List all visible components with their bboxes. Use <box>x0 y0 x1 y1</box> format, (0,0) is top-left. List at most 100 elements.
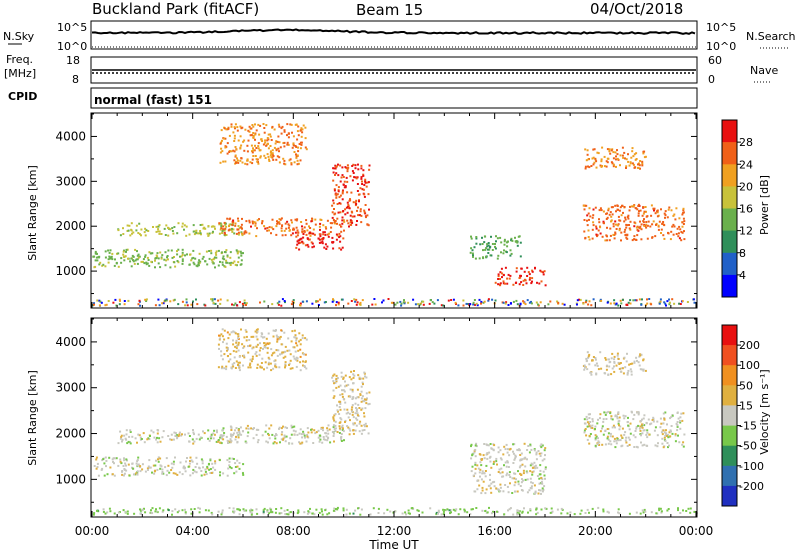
echo-cell <box>342 219 345 222</box>
echo-cell <box>278 221 281 224</box>
echo-cell <box>268 160 271 162</box>
echo-cell <box>494 247 497 250</box>
echo-cell <box>653 429 656 432</box>
echo-cell <box>239 135 242 138</box>
echo-cell <box>504 484 507 486</box>
echo-cell <box>202 227 205 230</box>
echo-cell <box>254 222 257 225</box>
echo-cell <box>257 439 260 441</box>
echo-cell <box>541 487 544 490</box>
echo-cell <box>94 252 97 255</box>
echo-cell <box>224 223 227 226</box>
echo-cell <box>538 482 541 485</box>
echo-cell <box>211 231 214 234</box>
echo-cell <box>266 366 269 369</box>
echo-cell <box>104 304 107 307</box>
echo-cell <box>349 388 352 391</box>
echo-cell <box>136 254 139 257</box>
echo-cell <box>635 425 638 428</box>
echo-cell <box>207 225 210 228</box>
echo-cell <box>335 233 338 236</box>
echo-cell <box>331 211 334 214</box>
echo-cell <box>627 436 630 439</box>
echo-cell <box>509 507 512 510</box>
echo-cell <box>611 148 614 151</box>
echo-cell <box>579 512 582 515</box>
echo-cell <box>305 300 308 303</box>
echo-cell <box>363 425 366 428</box>
echo-cell <box>196 303 199 306</box>
echo-cell <box>576 299 579 302</box>
echo-cell <box>270 424 273 427</box>
echo-cell <box>616 205 619 207</box>
echo-cell <box>266 510 269 513</box>
nsky-tick-top: 10^5 <box>57 21 87 34</box>
echo-cell <box>648 433 651 436</box>
echo-cell <box>272 367 275 370</box>
echo-cell <box>612 163 615 166</box>
echo-cell <box>483 443 486 445</box>
echo-cell <box>238 432 241 435</box>
echo-cell <box>238 301 241 304</box>
echo-cell <box>360 214 363 217</box>
echo-cell <box>266 139 269 142</box>
echo-cell <box>601 146 604 149</box>
echo-cell <box>294 430 297 433</box>
echo-cell <box>619 164 621 167</box>
echo-cell <box>336 508 339 511</box>
echo-cell <box>167 509 170 512</box>
echo-cell <box>640 238 643 241</box>
echo-cell <box>283 145 286 148</box>
echo-cell <box>320 427 323 430</box>
echo-cell <box>588 442 591 445</box>
echo-cell <box>306 229 309 232</box>
echo-cell <box>354 429 357 432</box>
echo-cell <box>232 507 235 510</box>
echo-cell <box>457 513 460 516</box>
echo-cell <box>591 507 594 510</box>
echo-cell <box>155 230 158 233</box>
echo-cell <box>125 464 127 467</box>
echo-cell <box>319 298 321 301</box>
echo-cell <box>352 429 355 432</box>
echo-cell <box>290 303 293 306</box>
echo-cell <box>591 418 594 421</box>
echo-cell <box>112 460 114 463</box>
echo-cell <box>138 222 141 225</box>
echo-cell <box>280 329 283 332</box>
echo-cell <box>136 262 139 265</box>
echo-cell <box>646 302 649 305</box>
echo-cell <box>529 508 532 511</box>
echo-cell <box>122 250 125 253</box>
echo-cell <box>214 468 217 471</box>
echo-cell <box>594 437 597 440</box>
echo-cell <box>641 426 644 429</box>
echo-cell <box>243 232 246 235</box>
echo-cell <box>104 512 107 515</box>
echo-cell <box>123 468 126 470</box>
echo-cell <box>236 304 239 307</box>
echo-cell <box>633 235 636 238</box>
echo-cell <box>586 418 589 421</box>
echo-cell <box>302 242 305 245</box>
echo-cell <box>294 358 297 361</box>
echo-cell <box>676 411 679 414</box>
echo-cell <box>628 512 631 515</box>
echo-cell <box>233 331 236 334</box>
echo-cell <box>642 220 645 223</box>
echo-cell <box>471 249 474 252</box>
echo-cell <box>614 220 617 223</box>
echo-cell <box>244 128 247 131</box>
echo-cell <box>145 298 148 301</box>
echo-cell <box>266 229 269 232</box>
echo-cell <box>111 258 114 261</box>
echo-cell <box>503 249 505 252</box>
echo-cell <box>270 156 273 158</box>
echo-cell <box>275 158 278 161</box>
echo-cell <box>237 428 240 431</box>
echo-cell <box>225 261 228 264</box>
echo-cell <box>227 467 230 470</box>
echo-cell <box>293 161 296 164</box>
echo-cell <box>246 159 249 162</box>
echo-cell <box>662 221 665 223</box>
